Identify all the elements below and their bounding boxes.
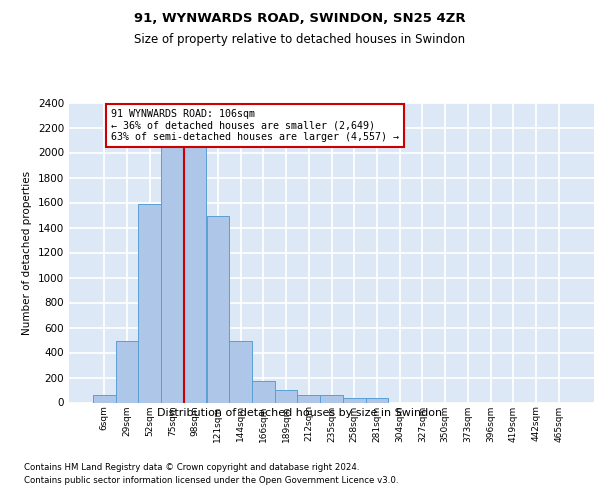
Bar — [93, 395, 116, 402]
Bar — [229, 341, 252, 402]
Bar — [343, 398, 365, 402]
Bar — [161, 140, 184, 402]
Bar — [275, 390, 298, 402]
Bar — [206, 216, 229, 402]
Bar — [298, 395, 320, 402]
Bar — [139, 204, 161, 402]
Bar — [320, 395, 343, 402]
Text: 91 WYNWARDS ROAD: 106sqm
← 36% of detached houses are smaller (2,649)
63% of sem: 91 WYNWARDS ROAD: 106sqm ← 36% of detach… — [111, 109, 399, 142]
Text: Size of property relative to detached houses in Swindon: Size of property relative to detached ho… — [134, 32, 466, 46]
Bar — [252, 381, 275, 402]
Text: Contains HM Land Registry data © Crown copyright and database right 2024.: Contains HM Land Registry data © Crown c… — [24, 462, 359, 471]
Text: Distribution of detached houses by size in Swindon: Distribution of detached houses by size … — [157, 408, 443, 418]
Y-axis label: Number of detached properties: Number of detached properties — [22, 170, 32, 334]
Bar — [116, 341, 139, 402]
Bar — [184, 140, 206, 402]
Bar — [365, 398, 388, 402]
Text: Contains public sector information licensed under the Open Government Licence v3: Contains public sector information licen… — [24, 476, 398, 485]
Text: 91, WYNWARDS ROAD, SWINDON, SN25 4ZR: 91, WYNWARDS ROAD, SWINDON, SN25 4ZR — [134, 12, 466, 26]
